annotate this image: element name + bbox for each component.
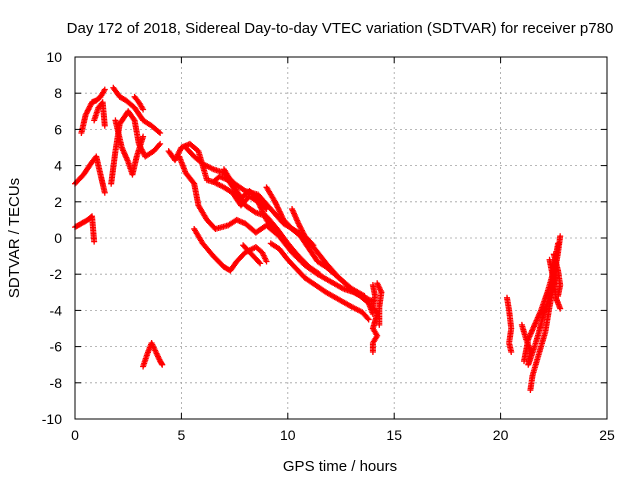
- data-point: [557, 233, 564, 240]
- data-point: [101, 122, 108, 129]
- y-tick-label: 2: [54, 194, 62, 210]
- data-point: [555, 240, 562, 247]
- data-point: [310, 242, 317, 249]
- data-point: [263, 206, 270, 213]
- y-tick-label: 0: [54, 230, 62, 246]
- data-point: [309, 241, 316, 248]
- data-point: [157, 140, 164, 147]
- x-tick-label: 20: [493, 427, 509, 443]
- y-tick-labels: -10 -8 -6 -4 -2 0 2 4 6 8 10: [42, 49, 62, 427]
- y-tick-label: 8: [54, 85, 62, 101]
- x-axis-label: GPS time / hours: [283, 458, 397, 475]
- data-point: [190, 179, 197, 186]
- x-tick-label: 25: [599, 427, 615, 443]
- data-point: [555, 292, 562, 299]
- data-point: [130, 116, 137, 123]
- data-point: [140, 133, 147, 140]
- data-point: [316, 271, 323, 278]
- x-tick-label: 0: [71, 427, 79, 443]
- data-point: [263, 258, 270, 265]
- data-point: [376, 321, 383, 328]
- data-point: [256, 259, 263, 266]
- data-point: [101, 86, 108, 93]
- data-point: [159, 361, 166, 368]
- y-tick-label: 10: [46, 49, 62, 65]
- y-tick-label: -8: [50, 375, 63, 391]
- data-point: [508, 349, 515, 356]
- y-axis-label: SDTVAR / TECUs: [6, 178, 23, 298]
- x-tick-label: 5: [178, 427, 186, 443]
- data-point: [155, 128, 162, 135]
- data-point: [157, 130, 164, 137]
- grid: [75, 57, 607, 419]
- data-point: [257, 260, 264, 267]
- y-tick-label: 4: [54, 158, 62, 174]
- data-point: [140, 106, 147, 113]
- data-point: [91, 238, 98, 245]
- data-point: [315, 270, 322, 277]
- y-tick-label: -4: [50, 302, 63, 318]
- data-point: [364, 315, 371, 322]
- data-point: [557, 305, 564, 312]
- x-tick-labels: 0 5 10 15 20 25: [71, 427, 615, 443]
- data-point: [365, 316, 372, 323]
- y-tick-label: -6: [50, 339, 63, 355]
- y-tick-label: -10: [42, 411, 62, 427]
- data-point: [101, 189, 108, 196]
- chart-title: Day 172 of 2018, Sidereal Day-to-day VTE…: [67, 20, 614, 37]
- data-series: [72, 84, 564, 394]
- x-tick-label: 10: [280, 427, 296, 443]
- data-point: [262, 204, 269, 211]
- x-tick-label: 15: [386, 427, 402, 443]
- data-point: [369, 349, 376, 356]
- data-point: [156, 142, 163, 149]
- y-tick-label: 6: [54, 121, 62, 137]
- axis-ticks: [74, 56, 608, 420]
- y-tick-label: -2: [50, 266, 63, 282]
